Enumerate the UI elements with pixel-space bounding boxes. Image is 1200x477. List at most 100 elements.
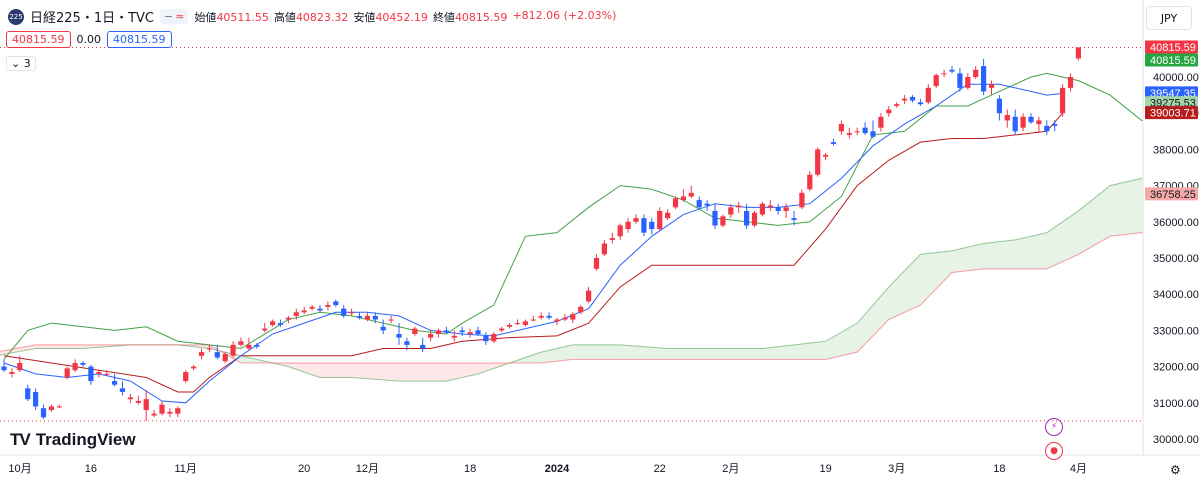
symbol-title[interactable]: 日経225・1日・TVC bbox=[30, 11, 154, 26]
candle bbox=[578, 305, 584, 315]
x-tick-label: 16 bbox=[85, 463, 97, 475]
candle-body bbox=[878, 116, 884, 128]
candle bbox=[333, 299, 339, 307]
candle bbox=[965, 73, 971, 90]
candle-body bbox=[270, 321, 276, 325]
candle bbox=[96, 370, 102, 378]
candle-body bbox=[428, 334, 434, 338]
buy-price-box[interactable]: 40815.59 bbox=[107, 31, 172, 48]
candle bbox=[657, 207, 663, 231]
candle-body bbox=[191, 366, 197, 369]
price-marker-bg bbox=[1145, 96, 1198, 110]
candle bbox=[870, 120, 876, 139]
price-marker-bg bbox=[1145, 106, 1198, 120]
candle bbox=[973, 66, 979, 79]
candle-body bbox=[823, 154, 829, 157]
candle bbox=[191, 364, 197, 371]
price-marker-bg bbox=[1145, 53, 1198, 67]
candle bbox=[1012, 109, 1018, 135]
candle bbox=[799, 189, 805, 210]
candle bbox=[680, 189, 686, 202]
candle bbox=[499, 326, 505, 333]
candle-body bbox=[665, 212, 671, 219]
candle bbox=[143, 390, 149, 421]
candle-body bbox=[349, 312, 355, 314]
candle bbox=[435, 328, 442, 338]
candle-body bbox=[538, 315, 544, 318]
candle bbox=[317, 305, 323, 313]
dash-icon: − bbox=[164, 10, 174, 23]
candle-body bbox=[64, 368, 70, 378]
y-tick-label: 33000.00 bbox=[1153, 325, 1199, 337]
y-tick-label: 35000.00 bbox=[1153, 253, 1199, 265]
lightning-icon[interactable]: ⚡ bbox=[1045, 418, 1063, 436]
tradingview-logo[interactable]: TV TradingView bbox=[10, 430, 136, 450]
candle bbox=[522, 319, 528, 327]
candle-body bbox=[617, 225, 623, 237]
candle bbox=[349, 308, 355, 316]
indicators-collapse-button[interactable]: ⌄ 3 bbox=[6, 56, 36, 71]
sell-price-box[interactable]: 40815.59 bbox=[6, 31, 71, 48]
price-marker: 36758.25 bbox=[1145, 187, 1198, 201]
candle bbox=[933, 73, 939, 88]
candle-body bbox=[522, 321, 528, 325]
candle bbox=[649, 218, 655, 235]
candle bbox=[48, 404, 54, 412]
candle bbox=[783, 203, 789, 219]
candle-body bbox=[854, 131, 860, 133]
candle bbox=[135, 395, 141, 405]
change-value: +812.06 (+2.03%) bbox=[512, 8, 617, 22]
candle-body bbox=[483, 335, 489, 342]
visibility-toggle[interactable]: − ≈ bbox=[160, 9, 189, 24]
candle-body bbox=[475, 330, 481, 335]
y-tick-label: 38000.00 bbox=[1153, 144, 1199, 156]
gear-icon[interactable]: ⚙ bbox=[1170, 463, 1181, 477]
candle-body bbox=[909, 96, 916, 101]
candle bbox=[325, 301, 331, 311]
candle bbox=[988, 80, 995, 96]
candle bbox=[617, 223, 623, 240]
candle-body bbox=[404, 341, 410, 345]
x-tick-label: 18 bbox=[993, 463, 1005, 475]
candle-body bbox=[499, 328, 505, 331]
price-marker-label: 40815.59 bbox=[1150, 42, 1196, 54]
candle-body bbox=[981, 66, 987, 92]
candle-body bbox=[167, 411, 173, 414]
x-tick-label: 11月 bbox=[174, 463, 196, 475]
candle-body bbox=[1044, 125, 1050, 132]
currency-selector[interactable]: JPY bbox=[1146, 6, 1192, 30]
ohlc-values: 始値40511.55 高値40823.32 安値40452.19 終値40815… bbox=[194, 9, 616, 25]
x-tick-label: 2024 bbox=[545, 463, 570, 475]
candle-body bbox=[807, 174, 813, 190]
candle bbox=[214, 344, 220, 360]
candle bbox=[230, 341, 236, 358]
candle bbox=[807, 171, 813, 192]
candle bbox=[467, 328, 473, 338]
y-tick-label: 34000.00 bbox=[1153, 289, 1199, 301]
y-tick-label: 40000.00 bbox=[1153, 72, 1199, 84]
candle-body bbox=[175, 408, 181, 414]
candle-body bbox=[1036, 120, 1042, 125]
target-icon[interactable]: ● bbox=[1045, 442, 1063, 460]
candle-body bbox=[341, 308, 347, 316]
candle bbox=[625, 218, 631, 233]
candle bbox=[586, 286, 592, 304]
candle-body bbox=[1052, 124, 1058, 126]
candle bbox=[538, 312, 544, 320]
candle bbox=[633, 214, 639, 224]
logo-text: TradingView bbox=[35, 430, 136, 449]
candle-body bbox=[633, 218, 639, 222]
candle-body bbox=[112, 381, 118, 385]
candle-body bbox=[530, 319, 536, 321]
candle bbox=[759, 201, 765, 217]
low-value: 40452.19 bbox=[375, 10, 428, 24]
candle-body bbox=[96, 372, 102, 374]
candle-body bbox=[17, 362, 23, 371]
plot-area bbox=[0, 46, 1143, 422]
candle-body bbox=[254, 344, 260, 347]
x-tick-label: 20 bbox=[298, 463, 310, 475]
candle bbox=[396, 323, 402, 345]
price-marker: 40815.59 bbox=[1145, 53, 1198, 67]
candle-body bbox=[514, 323, 521, 325]
